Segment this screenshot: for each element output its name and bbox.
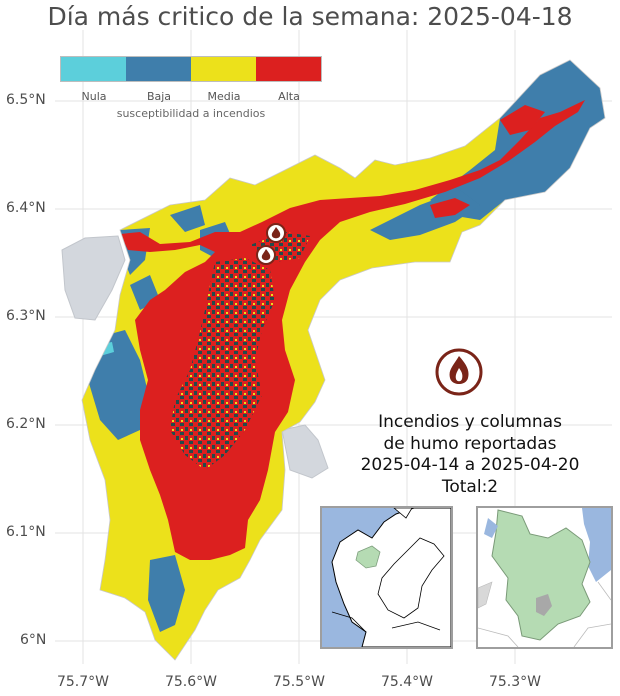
- inset-country-map: [320, 506, 453, 649]
- legend-label-nula: Nula: [81, 90, 107, 103]
- legend-swatch-media: [191, 56, 256, 82]
- y-tick-label: 6°N: [20, 632, 47, 648]
- annotation-line: Incendios y columnas: [378, 412, 562, 432]
- y-tick-label: 6.5°N: [6, 92, 46, 108]
- legend-label-media: Media: [207, 90, 241, 103]
- x-tick-label: 75.3°W: [488, 674, 541, 690]
- x-tick-label: 75.6°W: [164, 674, 217, 690]
- annotation-date-range: 2025-04-14 a 2025-04-20: [360, 455, 580, 475]
- fire-marker-icon[interactable]: [256, 245, 276, 265]
- annotation-total: Total:2: [441, 476, 499, 497]
- inset-region-map: [476, 506, 613, 649]
- legend-swatch-nula: [61, 56, 126, 82]
- y-tick-label: 6.2°N: [6, 416, 46, 432]
- legend-label-baja: Baja: [146, 90, 172, 103]
- y-tick-label: 6.1°N: [6, 524, 46, 540]
- y-tick-label: 6.3°N: [6, 308, 46, 324]
- fire-report-annotation: Incendios y columnas de humo reportadas …: [346, 412, 594, 498]
- legend-swatch-baja: [126, 56, 191, 82]
- fire-marker-icon[interactable]: [266, 223, 286, 243]
- annotation-line: de humo reportadas: [383, 433, 557, 454]
- legend-title: susceptibilidad a incendios: [116, 107, 266, 120]
- fire-legend-icon: [435, 348, 483, 396]
- map-title: Día más critico de la semana: 2025-04-18: [47, 2, 573, 31]
- legend-label-alta: Alta: [278, 90, 300, 103]
- x-tick-label: 75.5°W: [272, 674, 325, 690]
- x-tick-label: 75.7°W: [56, 674, 109, 690]
- y-tick-label: 6.4°N: [6, 200, 46, 216]
- legend-swatch-alta: [256, 56, 321, 82]
- x-tick-label: 75.4°W: [380, 674, 433, 690]
